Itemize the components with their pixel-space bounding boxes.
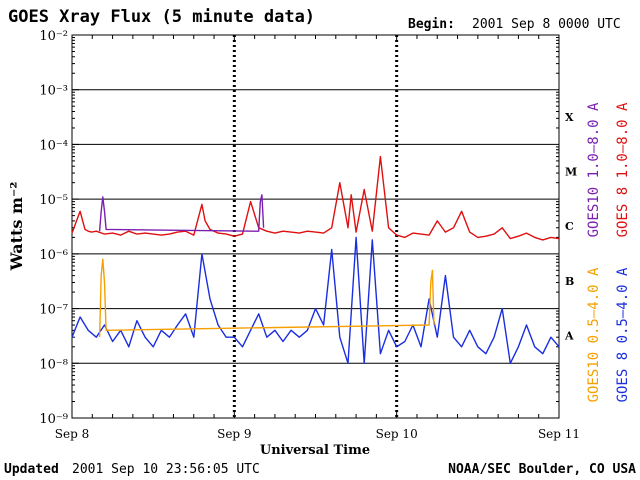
legend-right: GOES 8 1.0–8.0 A GOES10 1.0–8.0 A GOES 8 0… bbox=[586, 102, 631, 402]
updated-value: 2001 Sep 10 23:56:05 UTC bbox=[72, 462, 260, 477]
x-axis-ticks: Sep 8 Sep 9 Sep 10 Sep 11 bbox=[55, 35, 580, 441]
x-axis-label: Universal Time bbox=[260, 443, 370, 458]
series-line bbox=[71, 155, 560, 241]
x-tick-label: Sep 10 bbox=[376, 427, 418, 441]
updated-label: Updated bbox=[4, 462, 59, 477]
x-tick-label: Sep 8 bbox=[55, 427, 89, 441]
y-tick-label: 10⁻⁹ bbox=[39, 412, 68, 427]
credit-text: NOAA/SEC Boulder, CO USA bbox=[448, 462, 636, 477]
flare-class-labels: X M C B A bbox=[564, 111, 577, 343]
series-line bbox=[98, 194, 265, 232]
legend-entry: GOES 8 1.0–8.0 A bbox=[615, 102, 631, 237]
flare-class-label: X bbox=[565, 111, 574, 124]
day-dividers bbox=[232, 35, 399, 418]
y-tick-label: 10⁻³ bbox=[39, 84, 68, 99]
begin-label: Begin: bbox=[408, 17, 455, 32]
chart-title: GOES Xray Flux (5 minute data) bbox=[8, 7, 315, 27]
legend-entry: GOES10 1.0–8.0 A bbox=[586, 102, 602, 237]
legend-entry: GOES10 0.5–4.0 A bbox=[586, 267, 602, 402]
y-tick-label: 10⁻⁶ bbox=[39, 248, 68, 263]
series-line bbox=[71, 236, 560, 364]
flare-class-label: C bbox=[565, 220, 574, 233]
y-tick-label: 10⁻⁷ bbox=[39, 303, 68, 318]
legend-entry: GOES 8 0.5–4.0 A bbox=[615, 267, 631, 402]
y-axis-label: Watts m⁻² bbox=[7, 182, 26, 272]
y-tick-label: 10⁻² bbox=[39, 29, 68, 44]
y-axis-ticks: 10⁻⁹ 10⁻⁸ 10⁻⁷ 10⁻⁶ 10⁻⁵ 10⁻⁴ 10⁻³ 10⁻² bbox=[39, 29, 559, 427]
x-tick-label: Sep 9 bbox=[217, 427, 251, 441]
begin-value: 2001 Sep 8 0000 UTC bbox=[472, 17, 621, 32]
flare-class-label: M bbox=[565, 166, 577, 179]
decade-gridlines bbox=[72, 89, 559, 364]
flare-class-label: A bbox=[564, 330, 574, 343]
x-tick-label: Sep 11 bbox=[538, 427, 580, 441]
y-tick-label: 10⁻⁸ bbox=[39, 357, 68, 372]
y-tick-label: 10⁻⁴ bbox=[39, 138, 68, 153]
flare-class-label: B bbox=[565, 275, 574, 288]
y-tick-label: 10⁻⁵ bbox=[39, 193, 68, 208]
series-layer bbox=[71, 155, 560, 364]
series-line bbox=[98, 258, 435, 338]
plot-frame bbox=[71, 34, 560, 419]
